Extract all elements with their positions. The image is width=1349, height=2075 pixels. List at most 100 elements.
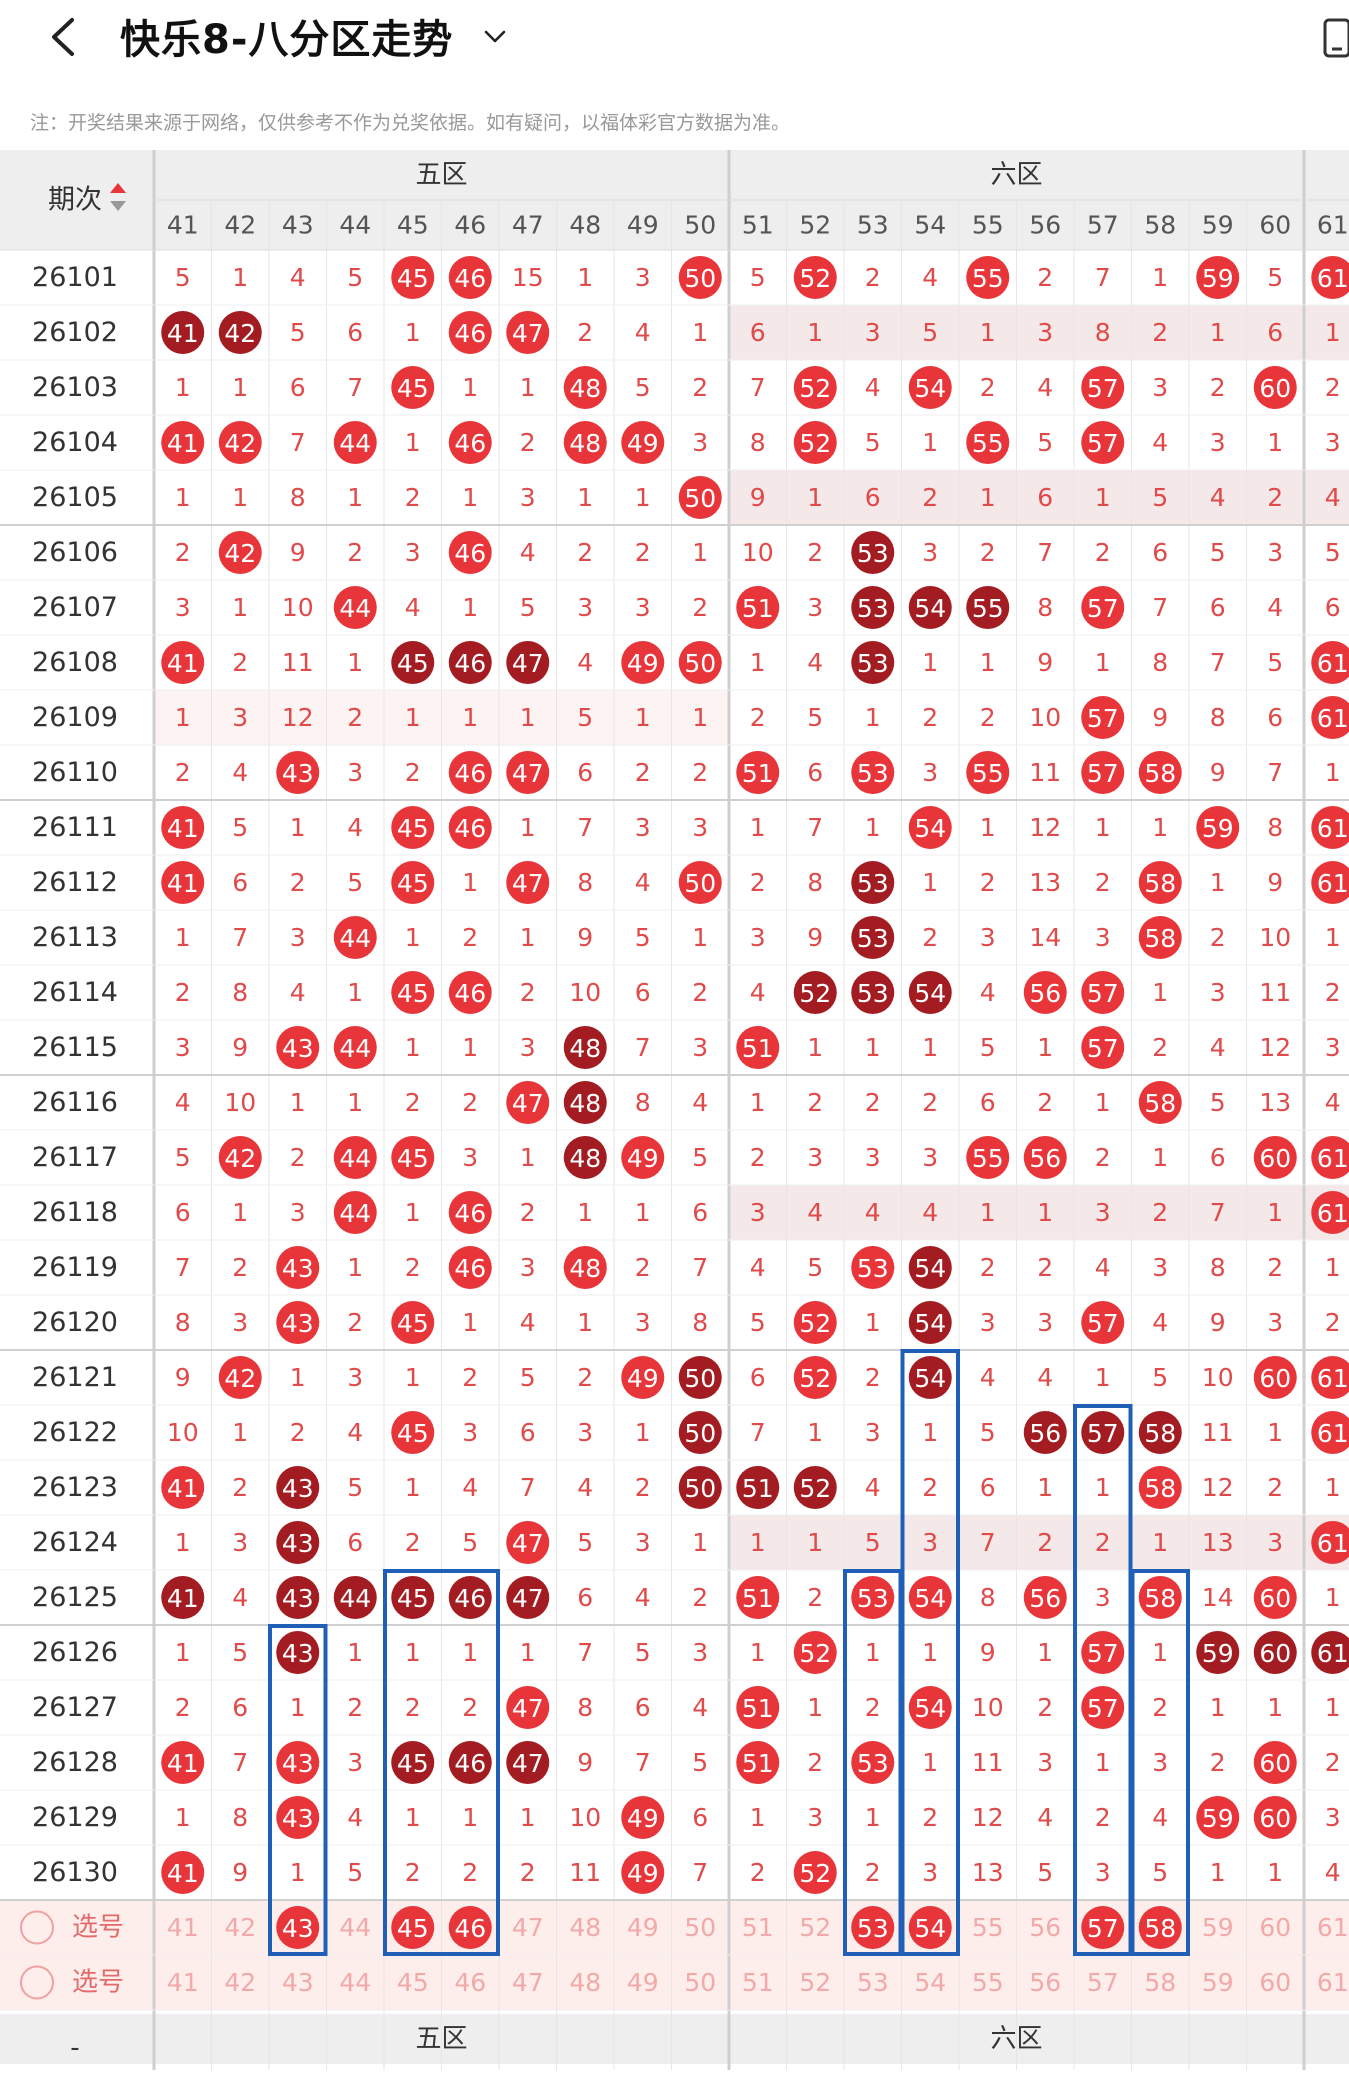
ball-45[interactable] [391, 971, 435, 1014]
ball-50[interactable] [678, 1411, 722, 1454]
ball-53[interactable] [851, 586, 895, 629]
select-ball-58[interactable] [1138, 1906, 1182, 1949]
ball-41[interactable] [161, 641, 205, 684]
ball-56[interactable] [1023, 1576, 1067, 1619]
select-ball-43[interactable] [276, 1906, 320, 1949]
ball-47[interactable] [506, 861, 550, 904]
ball-47[interactable] [506, 311, 550, 354]
ball-60[interactable] [1253, 366, 1297, 409]
ball-61[interactable] [1311, 1411, 1349, 1454]
ball-60[interactable] [1253, 1631, 1297, 1674]
ball-52[interactable] [793, 1301, 837, 1344]
ball-61[interactable] [1311, 861, 1349, 904]
ball-46[interactable] [448, 311, 492, 354]
ball-41[interactable] [161, 1741, 205, 1784]
ball-49[interactable] [621, 1796, 665, 1839]
ball-46[interactable] [448, 751, 492, 794]
ball-55[interactable] [966, 751, 1010, 794]
ball-53[interactable] [851, 861, 895, 904]
sort-up-icon[interactable] [110, 183, 126, 193]
ball-55[interactable] [966, 256, 1010, 299]
ball-45[interactable] [391, 861, 435, 904]
ball-57[interactable] [1081, 1026, 1125, 1069]
ball-45[interactable] [391, 1301, 435, 1344]
ball-46[interactable] [448, 1576, 492, 1619]
ball-61[interactable] [1311, 1521, 1349, 1564]
ball-41[interactable] [161, 311, 205, 354]
ball-50[interactable] [678, 1356, 722, 1399]
ball-54[interactable] [908, 1576, 952, 1619]
ball-61[interactable] [1311, 806, 1349, 849]
ball-58[interactable] [1138, 751, 1182, 794]
ball-57[interactable] [1081, 421, 1125, 464]
ball-59[interactable] [1196, 256, 1240, 299]
ball-52[interactable] [793, 971, 837, 1014]
ball-43[interactable] [276, 1576, 320, 1619]
ball-43[interactable] [276, 1741, 320, 1784]
ball-43[interactable] [276, 1466, 320, 1509]
ball-46[interactable] [448, 806, 492, 849]
ball-51[interactable] [736, 1686, 780, 1729]
select-ball-45[interactable] [391, 1906, 435, 1949]
ball-53[interactable] [851, 971, 895, 1014]
ball-47[interactable] [506, 1741, 550, 1784]
ball-42[interactable] [218, 1136, 262, 1179]
ball-58[interactable] [1138, 1466, 1182, 1509]
ball-49[interactable] [621, 1356, 665, 1399]
ball-42[interactable] [218, 1356, 262, 1399]
ball-41[interactable] [161, 421, 205, 464]
ball-44[interactable] [333, 1136, 377, 1179]
select-ball-53[interactable] [851, 1906, 895, 1949]
ball-49[interactable] [621, 421, 665, 464]
ball-44[interactable] [333, 1576, 377, 1619]
ball-45[interactable] [391, 641, 435, 684]
ball-58[interactable] [1138, 1411, 1182, 1454]
ball-48[interactable] [563, 421, 607, 464]
ball-53[interactable] [851, 641, 895, 684]
ball-51[interactable] [736, 751, 780, 794]
ball-57[interactable] [1081, 1631, 1125, 1674]
ball-46[interactable] [448, 256, 492, 299]
ball-43[interactable] [276, 1301, 320, 1344]
ball-50[interactable] [678, 861, 722, 904]
ball-49[interactable] [621, 641, 665, 684]
ball-52[interactable] [793, 366, 837, 409]
ball-57[interactable] [1081, 751, 1125, 794]
ball-47[interactable] [506, 1521, 550, 1564]
select-ball-57[interactable] [1081, 1906, 1125, 1949]
ball-55[interactable] [966, 1136, 1010, 1179]
ball-54[interactable] [908, 586, 952, 629]
ball-46[interactable] [448, 421, 492, 464]
ball-50[interactable] [678, 641, 722, 684]
ball-41[interactable] [161, 1851, 205, 1894]
trend-table[interactable]: 期次 五区 六区 41 42 43 44 45 46 47 48 49 50 51 52 53 54 55 56 57… [0, 150, 1349, 2075]
ball-43[interactable] [276, 1026, 320, 1069]
ball-57[interactable] [1081, 586, 1125, 629]
ball-60[interactable] [1253, 1356, 1297, 1399]
chevron-left-icon[interactable] [40, 12, 90, 62]
ball-60[interactable] [1253, 1741, 1297, 1784]
ball-50[interactable] [678, 256, 722, 299]
ball-44[interactable] [333, 421, 377, 464]
ball-57[interactable] [1081, 1686, 1125, 1729]
select-ball-46[interactable] [448, 1906, 492, 1949]
ball-55[interactable] [966, 586, 1010, 629]
ball-48[interactable] [563, 1136, 607, 1179]
ball-49[interactable] [621, 1851, 665, 1894]
ball-54[interactable] [908, 1686, 952, 1729]
ball-54[interactable] [908, 806, 952, 849]
ball-50[interactable] [678, 476, 722, 519]
ball-59[interactable] [1196, 1796, 1240, 1839]
ball-51[interactable] [736, 1741, 780, 1784]
ball-41[interactable] [161, 861, 205, 904]
ball-53[interactable] [851, 1741, 895, 1784]
ball-59[interactable] [1196, 806, 1240, 849]
ball-42[interactable] [218, 531, 262, 574]
ball-46[interactable] [448, 641, 492, 684]
ball-53[interactable] [851, 531, 895, 574]
ball-61[interactable] [1311, 1631, 1349, 1674]
ball-56[interactable] [1023, 1136, 1067, 1179]
ball-41[interactable] [161, 806, 205, 849]
ball-60[interactable] [1253, 1136, 1297, 1179]
